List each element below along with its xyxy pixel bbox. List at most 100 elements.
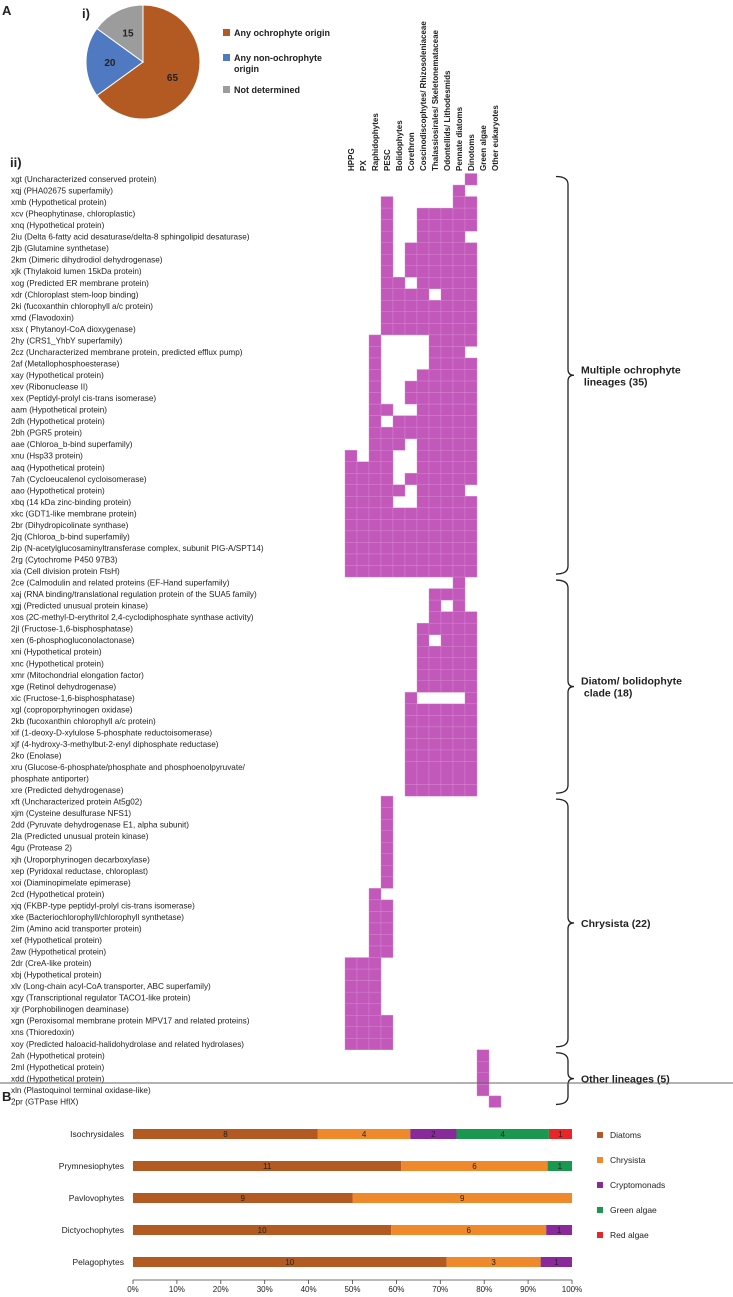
bar-segment-value: 9	[241, 1194, 246, 1203]
group-label: Chrysista (22)	[581, 918, 650, 930]
bar-segment	[133, 1257, 447, 1267]
heatmap-cell	[344, 1014, 358, 1027]
heatmap-cell	[392, 542, 406, 555]
heatmap-cell	[428, 530, 442, 543]
heatmap-cell	[380, 876, 394, 889]
heatmap-cell	[464, 288, 478, 301]
heatmap-cell	[428, 346, 442, 359]
bar-legend-label: Red algae	[610, 1230, 649, 1240]
heatmap-cell	[428, 519, 442, 532]
bar-segment	[456, 1129, 549, 1139]
heatmap-cell	[452, 761, 466, 785]
heatmap-row-label: xia (Cell division protein FtsH)	[11, 567, 120, 576]
heatmap-cell	[440, 634, 454, 647]
heatmap-cell	[452, 703, 466, 716]
heatmap-cell	[464, 254, 478, 266]
bar-segment	[133, 1129, 318, 1139]
bar-segment-value: 1	[558, 1130, 563, 1139]
heatmap-row-label: 2pr (GTPase HflX)	[11, 1097, 79, 1106]
heatmap-cell	[404, 265, 418, 278]
heatmap-cell	[428, 622, 442, 635]
heatmap-cell	[428, 334, 442, 347]
heatmap-cell	[428, 450, 442, 462]
heatmap-cell	[416, 311, 430, 324]
heatmap-cell	[404, 542, 418, 555]
heatmap-row-label: xjr (Porphobilinogen deaminase)	[11, 1005, 129, 1014]
group-bracket	[555, 1052, 575, 1106]
heatmap-cell	[404, 300, 418, 313]
heatmap-cell	[368, 1003, 382, 1016]
heatmap-cell	[392, 426, 406, 439]
bar-segment-value: 11	[263, 1162, 272, 1171]
heatmap-row-label: 2ip (N-acetylglucosaminyltransferase com…	[11, 544, 264, 553]
heatmap-cell	[344, 553, 358, 566]
heatmap-cell	[452, 219, 466, 232]
heatmap-row-label: xjm (Cysteine desulfurase NFS1)	[11, 809, 131, 818]
heatmap-cell	[416, 542, 430, 555]
heatmap-row-label: 2hy (CRS1_YhbY superfamily)	[11, 336, 123, 345]
heatmap-row-label: xnu (Hsp33 protein)	[11, 452, 83, 461]
heatmap-cell	[404, 392, 418, 405]
heatmap-row-label: 4gu (Protease 2)	[11, 844, 72, 853]
heatmap-cell	[392, 300, 406, 313]
heatmap-cell	[344, 507, 358, 520]
heatmap-cell	[416, 553, 430, 566]
heatmap-cell	[416, 680, 430, 693]
heatmap-cell	[344, 1026, 358, 1039]
heatmap-cell	[380, 288, 394, 301]
heatmap-cell	[368, 565, 382, 578]
heatmap-cell	[452, 415, 466, 428]
heatmap-cell	[464, 565, 478, 578]
heatmap-cell	[392, 438, 406, 451]
heatmap-cell	[380, 323, 394, 336]
heatmap-row-label: 2ce (Calmodulin and related proteins (EF…	[11, 579, 230, 588]
bar-axis-tick-label: 20%	[213, 1285, 229, 1294]
pie-slice	[96, 4, 201, 120]
heatmap-cell	[440, 553, 454, 566]
heatmap-row-label: 2jq (Chloroa_b-bind superfamily)	[11, 532, 130, 541]
heatmap-cell	[416, 565, 430, 578]
heatmap-cell	[440, 288, 454, 301]
heatmap-cell	[416, 277, 430, 289]
heatmap-cell	[428, 507, 442, 520]
bar-axis-tick-label: 60%	[388, 1285, 404, 1294]
heatmap-cell	[404, 553, 418, 566]
bar-category-label: Prymnesiophytes	[59, 1161, 124, 1171]
heatmap-cell	[440, 392, 454, 405]
heatmap-cell	[404, 311, 418, 324]
heatmap-cell	[440, 646, 454, 658]
heatmap-cell	[344, 496, 358, 509]
bar-segment-value: 6	[472, 1162, 477, 1171]
heatmap-cell	[380, 1038, 394, 1050]
heatmap-cell	[344, 991, 358, 1004]
heatmap-cell	[356, 496, 370, 509]
heatmap-cell	[380, 542, 394, 555]
heatmap-cell	[368, 1014, 382, 1027]
heatmap-cell	[428, 438, 442, 451]
heatmap-cell	[464, 784, 478, 797]
heatmap-row-label: xge (Retinol dehydrogenase)	[11, 682, 116, 691]
bar-segment-value: 2	[431, 1130, 436, 1139]
heatmap-cell	[416, 519, 430, 532]
heatmap-cell	[464, 450, 478, 462]
heatmap-cell	[416, 634, 430, 647]
heatmap-row-label: xqj (PHA02675 superfamily)	[11, 187, 113, 196]
bar-legend-swatch	[597, 1182, 603, 1188]
heatmap-cell	[404, 473, 418, 486]
bar-segment	[317, 1129, 411, 1139]
heatmap-cell	[380, 899, 394, 912]
heatmap-cell	[452, 184, 466, 197]
heatmap-cell	[404, 323, 418, 336]
heatmap-column-header: Green algae	[479, 125, 488, 171]
bar-legend-label: Diatoms	[610, 1130, 641, 1140]
heatmap-cell	[428, 207, 442, 220]
heatmap-cell	[380, 922, 394, 935]
heatmap-cell	[428, 496, 442, 509]
heatmap-cell	[428, 738, 442, 751]
heatmap-row-label: 2af (Metallophosphoesterase)	[11, 359, 120, 368]
bar-segment	[540, 1257, 572, 1267]
heatmap-cell	[428, 265, 442, 278]
heatmap-row-label: xkc (GDT1-like membrane protein)	[11, 509, 137, 518]
heatmap-cell	[344, 473, 358, 486]
bar-legend-label: Green algae	[610, 1205, 657, 1215]
